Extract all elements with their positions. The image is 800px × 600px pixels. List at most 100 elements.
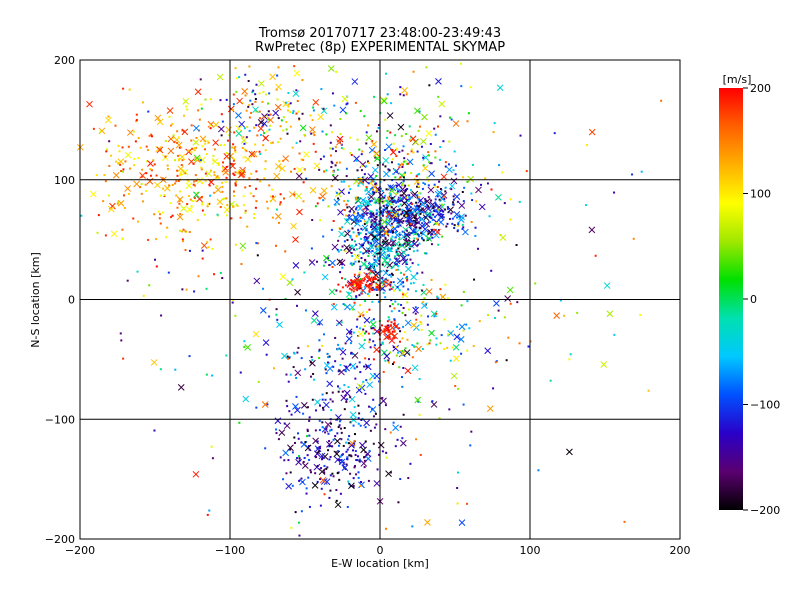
data-point-dot bbox=[382, 291, 385, 294]
data-point-dot bbox=[355, 283, 358, 286]
data-point-dot bbox=[374, 202, 377, 205]
data-point-dot bbox=[409, 226, 412, 229]
data-point-dot bbox=[268, 315, 271, 318]
data-point-dot bbox=[396, 263, 399, 266]
data-point-dot bbox=[394, 445, 397, 448]
data-point-dot bbox=[221, 190, 224, 193]
data-point-dot bbox=[274, 428, 277, 431]
data-point-dot bbox=[416, 342, 419, 345]
data-point-dot bbox=[443, 198, 446, 201]
data-point-dot bbox=[369, 269, 372, 272]
data-point-dot bbox=[118, 150, 121, 153]
data-point-dot bbox=[159, 222, 162, 225]
data-point-dot bbox=[343, 408, 346, 411]
data-point-x bbox=[282, 100, 290, 108]
data-point-dot bbox=[338, 161, 341, 164]
data-point-dot bbox=[205, 152, 208, 155]
data-point-x bbox=[448, 182, 456, 190]
data-point-dot bbox=[370, 284, 373, 287]
data-point-dot bbox=[273, 367, 276, 370]
data-point-dot bbox=[360, 237, 363, 240]
data-point-dot bbox=[204, 98, 207, 101]
data-point-x bbox=[292, 262, 300, 269]
data-point-dot bbox=[303, 271, 306, 274]
data-point-dot bbox=[374, 245, 377, 248]
data-point-dot bbox=[436, 125, 439, 128]
data-point-dot bbox=[319, 158, 322, 161]
data-point-dot bbox=[480, 183, 483, 186]
data-point-dot bbox=[394, 300, 397, 303]
data-point-dot bbox=[414, 233, 417, 236]
data-point-x bbox=[566, 448, 573, 456]
data-point-dot bbox=[104, 234, 107, 237]
data-point-dot bbox=[415, 206, 418, 209]
data-point-dot bbox=[298, 457, 301, 460]
data-point-dot bbox=[394, 134, 397, 137]
data-point-dot bbox=[151, 135, 154, 138]
data-point-dot bbox=[189, 198, 192, 201]
data-point-x bbox=[348, 439, 356, 447]
data-point-dot bbox=[327, 356, 330, 359]
data-point-dot bbox=[207, 246, 210, 249]
data-point-dot bbox=[401, 349, 404, 352]
data-point-x bbox=[426, 211, 433, 218]
data-point-dot bbox=[594, 254, 597, 257]
data-point-dot bbox=[452, 201, 455, 204]
data-point-dot bbox=[420, 232, 423, 235]
data-point-x bbox=[198, 156, 206, 164]
data-point-dot bbox=[368, 378, 371, 381]
data-point-x bbox=[424, 205, 432, 213]
data-point-dot bbox=[258, 92, 261, 95]
data-point-dot bbox=[411, 211, 414, 214]
data-point-dot bbox=[127, 192, 130, 195]
data-point-dot bbox=[450, 212, 453, 215]
data-point-dot bbox=[146, 160, 149, 163]
data-point-dot bbox=[309, 114, 312, 117]
data-point-dot bbox=[242, 195, 245, 198]
data-point-dot bbox=[408, 214, 411, 217]
data-point-dot bbox=[366, 292, 369, 295]
data-point-dot bbox=[400, 376, 403, 379]
data-point-dot bbox=[398, 150, 401, 153]
data-point-dot bbox=[132, 217, 135, 220]
data-point-dot bbox=[352, 485, 355, 488]
data-point-dot bbox=[453, 224, 456, 227]
data-point-dot bbox=[349, 396, 352, 399]
data-point-dot bbox=[364, 300, 367, 303]
data-point-dot bbox=[363, 365, 366, 368]
data-point-dot bbox=[337, 197, 340, 200]
data-point-dot bbox=[332, 438, 335, 441]
data-point-x bbox=[252, 106, 259, 114]
data-point-dot bbox=[418, 235, 421, 238]
data-point-dot bbox=[404, 189, 407, 192]
data-point-x bbox=[241, 88, 249, 95]
data-point-dot bbox=[178, 157, 181, 160]
data-point-dot bbox=[388, 318, 391, 321]
data-point-dot bbox=[349, 332, 352, 335]
data-point-dot bbox=[170, 124, 173, 127]
data-point-dot bbox=[377, 288, 380, 291]
data-point-x bbox=[343, 389, 351, 397]
data-point-dot bbox=[400, 135, 403, 138]
data-point-dot bbox=[436, 223, 439, 226]
data-point-x bbox=[338, 259, 346, 267]
data-point-dot bbox=[135, 113, 138, 116]
data-point-dot bbox=[424, 212, 427, 215]
data-point-dot bbox=[306, 435, 309, 438]
data-point-dot bbox=[398, 221, 401, 224]
data-point-dot bbox=[287, 92, 290, 95]
data-point-x bbox=[341, 464, 349, 472]
data-point-x bbox=[357, 311, 365, 318]
data-point-dot bbox=[361, 289, 364, 292]
data-point-dot bbox=[355, 234, 358, 237]
data-point-dot bbox=[417, 198, 420, 201]
data-point-x bbox=[358, 481, 365, 489]
data-point-dot bbox=[401, 165, 404, 168]
data-point-dot bbox=[278, 160, 281, 163]
data-point-dot bbox=[367, 275, 370, 278]
data-point-x bbox=[425, 288, 433, 295]
data-point-dot bbox=[230, 217, 233, 220]
data-point-dot bbox=[344, 370, 347, 373]
data-point-dot bbox=[363, 115, 366, 118]
data-point-dot bbox=[346, 102, 349, 105]
